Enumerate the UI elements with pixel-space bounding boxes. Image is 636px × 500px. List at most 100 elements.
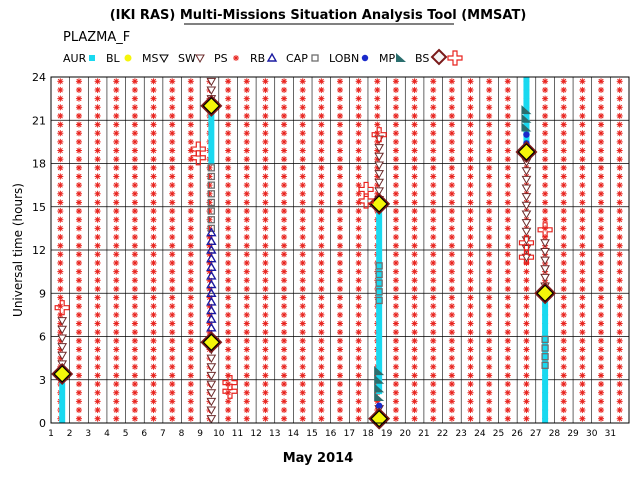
ps-point	[225, 190, 232, 197]
ps-point	[281, 78, 288, 85]
ps-point	[57, 182, 64, 189]
legend-label: MP	[379, 52, 395, 65]
ps-point	[75, 104, 82, 111]
ps-point	[411, 363, 418, 370]
ps-point	[131, 199, 138, 206]
ps-point	[113, 234, 120, 241]
ps-point	[598, 112, 605, 119]
ps-point	[504, 156, 511, 163]
ps-point	[411, 277, 418, 284]
ps-point	[187, 346, 194, 353]
ps-point	[448, 208, 455, 215]
ps-point	[262, 355, 269, 362]
ps-point	[486, 95, 493, 102]
ps-point	[318, 182, 325, 189]
ps-point	[504, 164, 511, 171]
ps-point	[94, 372, 101, 379]
ps-point	[337, 311, 343, 318]
ps-point	[94, 234, 101, 241]
ps-point	[131, 398, 138, 405]
ps-point	[262, 242, 269, 249]
legend-item: BL	[106, 52, 132, 65]
ps-point	[299, 320, 306, 327]
ps-point	[337, 225, 343, 232]
ps-point	[486, 251, 493, 258]
ps-point	[318, 95, 325, 102]
ps-point	[57, 173, 64, 180]
ps-point	[225, 398, 232, 405]
ps-point	[430, 285, 437, 292]
ps-point	[355, 311, 362, 318]
ps-point	[131, 259, 138, 266]
ps-point	[262, 208, 269, 215]
ps-point	[598, 303, 605, 310]
ps-point	[299, 346, 306, 353]
ps-point	[411, 121, 418, 128]
ps-point	[169, 355, 176, 362]
ps-point	[579, 251, 586, 258]
ps-point	[150, 355, 157, 362]
ps-point	[262, 173, 269, 180]
ps-point	[225, 329, 232, 336]
ps-point	[430, 415, 437, 422]
ps-point	[486, 112, 493, 119]
ps-point	[113, 173, 120, 180]
ps-point	[75, 208, 82, 215]
ps-point	[579, 285, 586, 292]
ps-point	[169, 156, 176, 163]
ps-point	[94, 303, 101, 310]
ps-point	[262, 329, 269, 336]
ps-point	[448, 182, 455, 189]
ps-point	[75, 130, 82, 137]
ps-point	[467, 78, 474, 85]
ps-point	[560, 182, 567, 189]
ps-point	[169, 95, 176, 102]
ps-point	[299, 363, 306, 370]
ps-point	[169, 372, 176, 379]
series-sw-point	[374, 152, 385, 162]
ps-point	[281, 415, 288, 422]
ps-point	[318, 234, 325, 241]
series-sw-point	[206, 371, 217, 381]
series-rb-point	[206, 287, 217, 297]
ps-point	[355, 389, 362, 396]
ps-point	[467, 277, 474, 284]
ps-point	[131, 337, 138, 344]
ps-point	[225, 112, 232, 119]
ps-point	[113, 329, 120, 336]
ps-point	[392, 303, 399, 310]
ps-point	[448, 121, 455, 128]
ps-point	[355, 355, 362, 362]
ps-point	[337, 112, 343, 119]
ps-point	[299, 311, 306, 318]
ps-point	[318, 381, 325, 388]
ps-point	[262, 311, 269, 318]
ps-point	[57, 294, 64, 301]
ps-point	[262, 156, 269, 163]
ps-point	[598, 398, 605, 405]
ps-point	[430, 173, 437, 180]
ps-point	[94, 251, 101, 258]
ps-point	[262, 147, 269, 154]
ps-point	[467, 242, 474, 249]
ps-point	[467, 216, 474, 223]
ps-point	[94, 355, 101, 362]
ps-point	[579, 121, 586, 128]
ps-point	[243, 277, 250, 284]
ps-point	[542, 130, 549, 137]
ps-point	[392, 199, 399, 206]
ps-point	[187, 389, 194, 396]
ps-point	[150, 277, 157, 284]
ps-point	[75, 156, 82, 163]
ps-point	[187, 363, 194, 370]
ps-point	[225, 346, 232, 353]
ps-point	[579, 199, 586, 206]
ps-point	[75, 320, 82, 327]
ps-point	[150, 216, 157, 223]
ps-point	[281, 104, 288, 111]
ps-point	[504, 242, 511, 249]
ps-point	[355, 130, 362, 137]
ps-point	[448, 104, 455, 111]
ps-point	[57, 156, 64, 163]
ps-point	[486, 415, 493, 422]
